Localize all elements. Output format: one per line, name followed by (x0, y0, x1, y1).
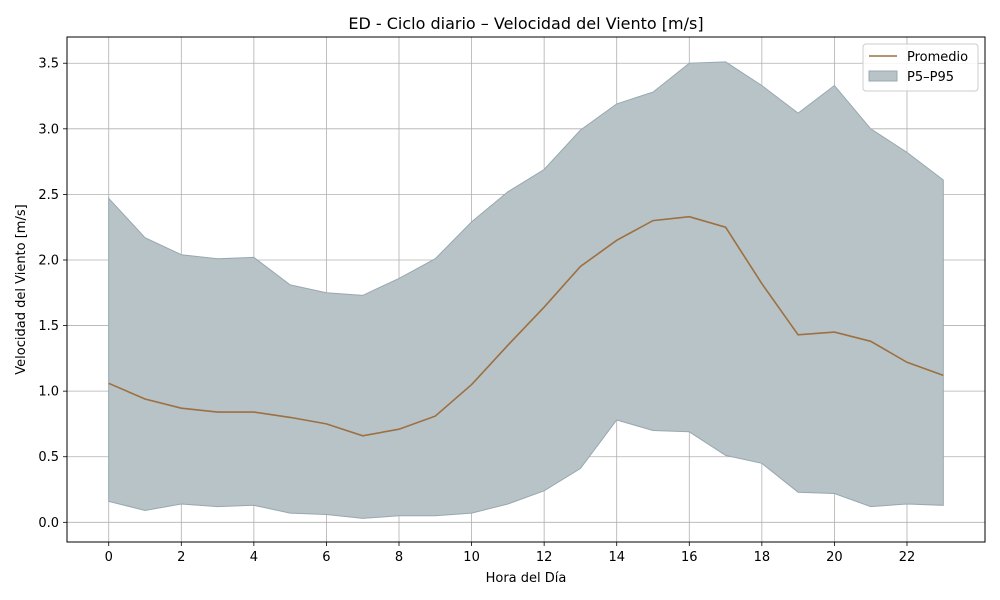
y-axis-title: Velocidad del Viento [m/s] (14, 204, 29, 374)
p5-p95-band-area (108, 61, 944, 519)
x-tick-label: 14 (608, 550, 625, 565)
x-tick-label: 8 (395, 550, 403, 565)
x-tick-label: 6 (322, 550, 330, 565)
x-tick-label: 12 (536, 550, 553, 565)
y-tick-label: 2.5 (38, 188, 59, 203)
x-tick-label: 18 (754, 550, 771, 565)
promedio-series-line (108, 215, 944, 437)
x-tick-label: 0 (105, 550, 113, 565)
x-axis-ticks: 0 2 4 6 8 10 12 14 16 18 20 22 (105, 542, 916, 565)
y-axis-ticks: 0.0 0.5 1.0 1.5 2.0 2.5 3.0 3.5 (38, 57, 67, 531)
legend: Promedio P5–P95 (862, 43, 979, 92)
y-tick-label: 3.0 (38, 122, 59, 137)
legend-promedio-label: Promedio (907, 50, 968, 65)
y-tick-label: 2.0 (38, 253, 59, 268)
plot-frame (66, 36, 986, 543)
x-tick-label: 4 (250, 550, 258, 565)
y-tick-label: 1.0 (38, 385, 59, 400)
x-tick-label: 10 (463, 550, 480, 565)
x-axis-title: Hora del Día (486, 571, 567, 586)
x-tick-label: 22 (899, 550, 916, 565)
chart-title: ED - Ciclo diario – Velocidad del Viento… (348, 14, 703, 33)
legend-p5-p95-swatch (868, 70, 898, 82)
legend-p5-p95-label: P5–P95 (907, 70, 954, 85)
x-tick-label: 20 (826, 550, 843, 565)
y-tick-label: 1.5 (38, 319, 59, 334)
x-tick-label: 2 (177, 550, 185, 565)
x-tick-label: 16 (681, 550, 698, 565)
y-tick-label: 0.5 (38, 450, 59, 465)
y-tick-label: 0.0 (38, 516, 59, 531)
y-tick-label: 3.5 (38, 57, 59, 72)
